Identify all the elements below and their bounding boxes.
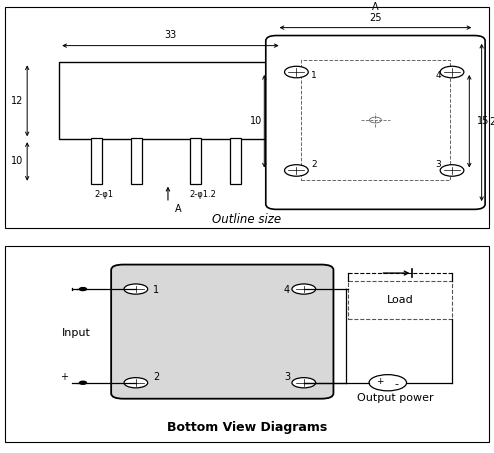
Text: 1: 1 [311,71,317,80]
Circle shape [440,66,464,78]
Text: 2-φ1: 2-φ1 [94,190,113,199]
Circle shape [124,284,148,294]
Bar [91,138,102,183]
Circle shape [285,66,308,78]
Text: 12: 12 [11,96,24,106]
Circle shape [80,381,86,384]
Text: Input: Input [62,328,91,338]
Text: +: + [375,377,383,386]
Circle shape [292,378,316,388]
Text: 4: 4 [436,71,441,80]
Text: 3: 3 [284,371,290,381]
Text: 2: 2 [153,371,160,381]
Bar [131,138,142,183]
Circle shape [369,375,407,391]
Text: A: A [372,2,379,13]
Text: 1: 1 [153,285,159,295]
Text: 33: 33 [165,29,176,39]
Text: 2: 2 [311,160,317,169]
Circle shape [440,165,464,176]
Text: Bottom View Diagrams: Bottom View Diagrams [167,421,327,434]
Text: -: - [394,379,398,389]
Text: 3: 3 [436,160,442,169]
Circle shape [370,117,381,123]
Circle shape [124,378,148,388]
Bar [301,60,450,180]
Text: 10: 10 [11,156,23,166]
Bar [59,63,282,139]
Text: 2-φ1.2: 2-φ1.2 [189,190,216,199]
Bar [230,138,241,183]
Text: Outline size: Outline size [212,213,282,226]
Text: 22: 22 [489,117,494,127]
FancyBboxPatch shape [111,265,333,399]
Text: 4: 4 [284,285,290,295]
FancyBboxPatch shape [266,35,485,209]
Text: 25: 25 [369,13,382,23]
Text: Load: Load [387,295,413,305]
Bar [348,280,452,319]
Text: A: A [175,204,182,214]
Text: +: + [60,372,68,382]
Circle shape [80,288,86,290]
Bar [190,138,201,183]
Text: Output power: Output power [357,393,434,403]
Circle shape [292,284,316,294]
Text: 15: 15 [477,116,489,126]
Circle shape [285,165,308,176]
Text: 10: 10 [250,116,262,126]
